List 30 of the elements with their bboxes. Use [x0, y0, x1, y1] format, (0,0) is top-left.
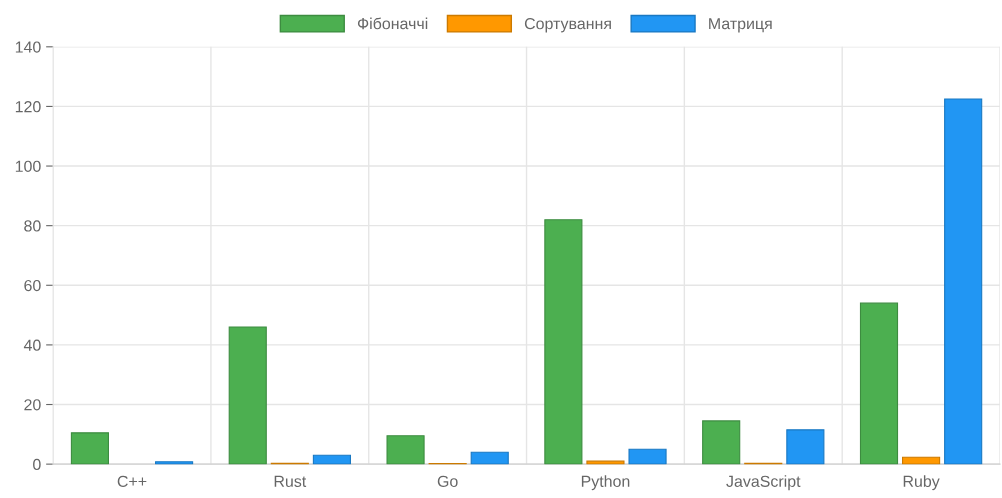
bar — [902, 456, 941, 465]
x-tick-label: Python — [581, 475, 630, 491]
legend-label: Сортування — [524, 17, 611, 33]
bar — [544, 219, 583, 465]
x-tick-label: JavaScript — [726, 475, 801, 491]
y-tick-label: 80 — [24, 220, 41, 232]
bar — [312, 454, 351, 465]
legend-label: Фібоначчі — [357, 17, 428, 30]
bar — [944, 98, 983, 465]
x-tick-label: Rust — [274, 475, 307, 487]
bar — [70, 432, 110, 465]
y-tick-label: 60 — [24, 279, 41, 292]
bar — [386, 435, 425, 465]
y-tick-label: 100 — [15, 160, 41, 172]
bar — [228, 326, 267, 465]
bar — [155, 461, 194, 465]
x-tick-label: Go — [437, 475, 458, 487]
y-tick-label: 40 — [23, 339, 41, 351]
bar — [702, 420, 741, 465]
y-tick-label: 20 — [24, 399, 41, 411]
bar — [470, 451, 509, 465]
legend-label: Матриця — [709, 18, 772, 33]
x-tick-label: Ruby — [903, 475, 940, 491]
y-tick-label: 120 — [15, 101, 41, 113]
x-tick-label: C++ — [117, 475, 147, 487]
y-tick-label: 0 — [33, 458, 41, 471]
y-tick-label: 140 — [15, 41, 41, 53]
bar — [628, 448, 667, 465]
bar — [859, 302, 899, 465]
bar — [786, 429, 825, 465]
